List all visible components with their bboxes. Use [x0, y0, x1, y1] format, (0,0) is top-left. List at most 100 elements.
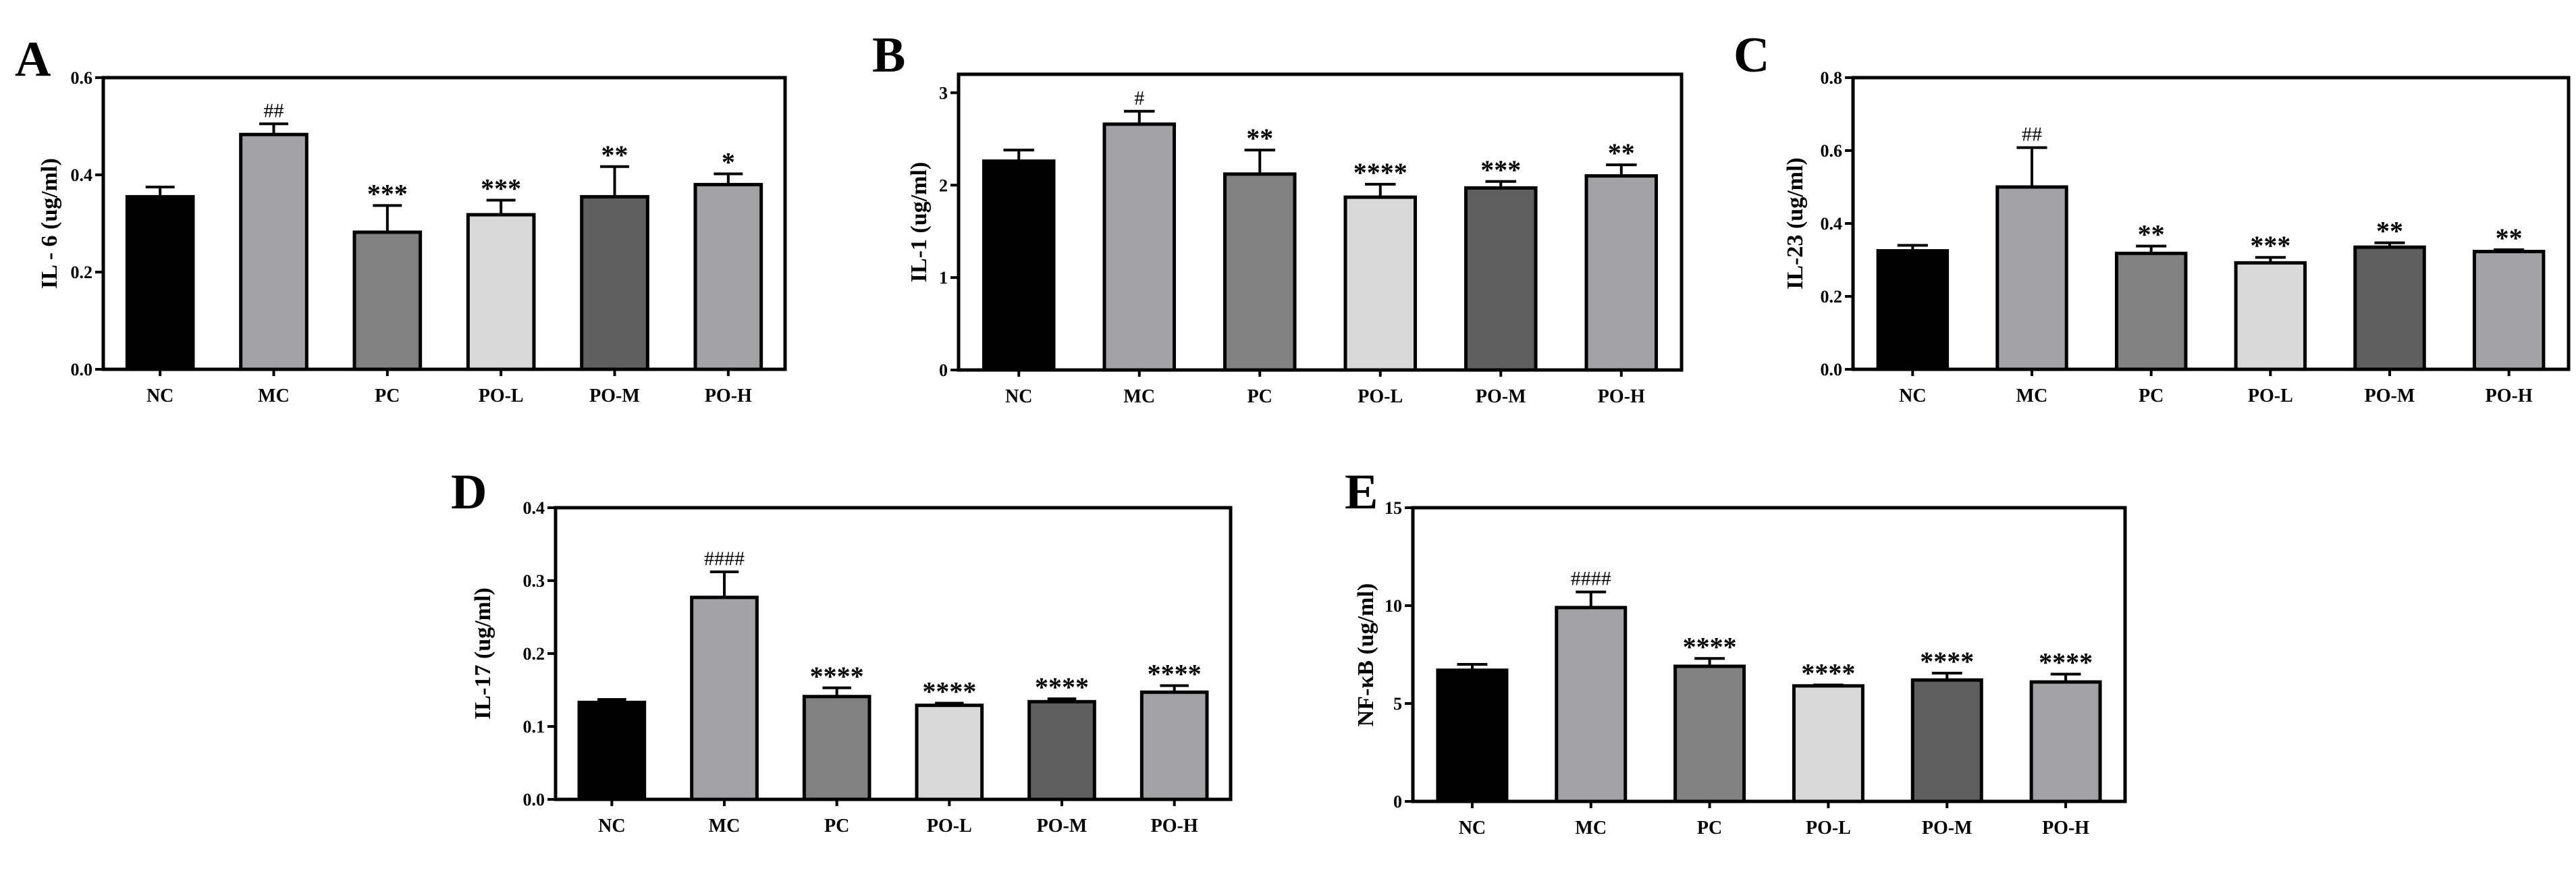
panel-e-ylabel: NF-κB (ug/ml): [1353, 583, 1378, 726]
panel-d-annotation-mc: ####: [704, 548, 745, 570]
panel-a-annotation-po-m: **: [601, 140, 628, 170]
panel-e-bar-mc: [1555, 606, 1628, 803]
panel-d-annotation-po-m: ****: [1035, 672, 1089, 702]
panel-b-bar-po-l: [1343, 195, 1418, 372]
panel-d-annotation-pc: ****: [810, 661, 864, 691]
panel-e-category-label-mc: MC: [1575, 818, 1607, 839]
panel-a-category-label-pc: PC: [375, 386, 400, 406]
panel-c-category-label-mc: MC: [2016, 386, 2048, 406]
panel-e-letter: E: [1345, 465, 1378, 520]
panel-a-bar-po-m: [580, 194, 649, 371]
panel-a-annotation-mc: ##: [264, 99, 284, 122]
panel-c: C IL-23 (ug/ml) 0.0 0.2 0.4 0.6 0.8 NC MC ## PC *…: [1734, 28, 2571, 406]
panel-c-annotation-po-m: **: [2376, 216, 2403, 246]
panel-a-category-label-po-m: PO-M: [589, 386, 640, 406]
panel-a-ytick-label: 0.0: [71, 360, 93, 379]
panel-e-ytick-label: 0: [1393, 792, 1402, 812]
panel-b-category-label-po-h: PO-H: [1598, 386, 1645, 407]
panel-d-category-label-po-l: PO-L: [927, 816, 972, 837]
panel-d-annotation-po-h: ****: [1148, 659, 1202, 689]
panel-c-annotation-pc: **: [2138, 219, 2165, 249]
panel-d-ytick-label: 0.0: [523, 790, 545, 810]
panel-b-annotation-po-h: **: [1608, 138, 1635, 168]
panel-d-category-label-pc: PC: [824, 816, 849, 837]
panel-a-bar-nc: [125, 194, 195, 371]
panel-e-category-label-po-h: PO-H: [2042, 818, 2089, 839]
panel-e-bar-po-h: [2029, 680, 2102, 803]
panel-d: D IL-17 (ug/ml) 0.0 0.1 0.2 0.3 0.4 NC MC #### P…: [451, 465, 1233, 837]
panel-d-category-label-po-h: PO-H: [1151, 816, 1198, 837]
panel-c-bar-mc: [1995, 185, 2068, 371]
panel-c-ytick-label: 0.4: [1821, 214, 1843, 234]
panel-c-category-label-po-l: PO-L: [2248, 386, 2293, 406]
panel-d-category-label-mc: MC: [709, 816, 741, 837]
panel-a: A IL - 6 (ug/ml) 0.00.20.40.6NC MC##PC***…: [15, 32, 787, 406]
panel-c-bar-po-m: [2353, 245, 2426, 371]
panel-d-bar-nc: [577, 700, 647, 801]
panel-e-ytick-label: 15: [1385, 498, 1402, 518]
panel-b-ytick-label: 1: [939, 268, 948, 288]
panel-b-annotation-mc: #: [1134, 87, 1144, 109]
panel-b-annotation-pc: **: [1246, 123, 1273, 153]
panel-d-bar-pc: [802, 695, 871, 801]
panel-c-category-label-pc: PC: [2139, 386, 2164, 406]
panel-e-bar-po-m: [1910, 678, 1983, 803]
panel-b-bar-po-h: [1584, 174, 1659, 372]
panel-b-bar-nc: [982, 159, 1056, 372]
panel-e-bar-nc: [1436, 668, 1509, 803]
panel-c-bar-po-h: [2472, 250, 2546, 371]
panel-a-ytick-label: 0.4: [71, 165, 93, 185]
panel-a-annotation-po-l: ***: [481, 173, 521, 203]
panel-a-ytick-label: 0.2: [71, 263, 93, 282]
panel-d-bar-po-m: [1027, 699, 1096, 801]
panel-a-bar-po-h: [693, 182, 763, 371]
panel-c-bar-nc: [1876, 249, 1950, 371]
panel-b-category-label-pc: PC: [1247, 386, 1272, 407]
panel-e-bar-po-l: [1792, 684, 1864, 803]
panel-c-ytick-label: 0.2: [1821, 287, 1843, 307]
panel-e: E NF-κB (ug/ml) 0 5 10 15 NC MC #### PC **** PO-L…: [1345, 465, 2127, 839]
panel-b-annotation-po-l: ****: [1353, 157, 1407, 188]
panel-c-annotation-po-h: **: [2496, 223, 2523, 253]
panel-c-annotation-po-l: ***: [2250, 230, 2290, 261]
panel-d-annotation-po-l: ****: [922, 676, 976, 706]
panel-e-annotation-po-h: ****: [2039, 647, 2093, 678]
panel-a-ylabel: IL - 6 (ug/ml): [37, 158, 62, 289]
panel-c-ytick-label: 0.6: [1821, 141, 1843, 161]
panel-e-category-label-po-l: PO-L: [1806, 818, 1851, 839]
panel-a-annotation-pc: ***: [367, 178, 408, 209]
panel-e-category-label-pc: PC: [1697, 818, 1722, 839]
panel-b-bar-mc: [1102, 122, 1177, 372]
panel-b-ytick-label: 2: [939, 176, 948, 195]
panel-d-ylabel: IL-17 (ug/ml): [471, 587, 495, 720]
panel-e-annotation-mc: ####: [1571, 568, 1611, 590]
panel-a-letter: A: [15, 32, 51, 87]
panel-b-ytick-label: 0: [939, 361, 948, 380]
panel-b-bar-pc: [1223, 172, 1297, 372]
panel-c-category-label-nc: NC: [1899, 386, 1926, 406]
panel-a-bar-po-l: [466, 213, 536, 371]
panel-c-bar-po-l: [2234, 261, 2307, 371]
panel-d-category-label-nc: NC: [598, 816, 625, 837]
panel-b: B IL-1 (ug/ml) 0 1 2 3 NC MC # PC ** PO-L **** PO-M…: [872, 28, 1684, 407]
panel-d-ytick-label: 0.2: [523, 644, 545, 664]
panel-b-category-label-po-m: PO-M: [1476, 386, 1526, 407]
panel-b-category-label-nc: NC: [1005, 386, 1032, 407]
panel-d-letter: D: [451, 465, 487, 520]
panel-c-ytick-label: 0.8: [1821, 68, 1843, 88]
panel-a-category-label-po-h: PO-H: [705, 386, 752, 406]
panel-b-axes-frame: [957, 72, 1684, 372]
panel-e-annotation-po-l: ****: [1801, 658, 1855, 688]
panel-b-annotation-po-m: ***: [1480, 155, 1521, 185]
panel-a-ytick-label: 0.6: [71, 68, 93, 88]
panel-e-bar-pc: [1673, 664, 1746, 803]
panel-c-letter: C: [1734, 28, 1769, 83]
panel-b-category-label-po-l: PO-L: [1358, 386, 1403, 407]
panel-a-category-label-mc: MC: [258, 386, 290, 406]
panel-a-category-label-nc: NC: [146, 386, 173, 406]
panel-c-category-label-po-h: PO-H: [2486, 386, 2533, 406]
panel-e-axes-frame: [1411, 506, 2127, 803]
panel-c-annotation-mc: ##: [2022, 124, 2042, 146]
